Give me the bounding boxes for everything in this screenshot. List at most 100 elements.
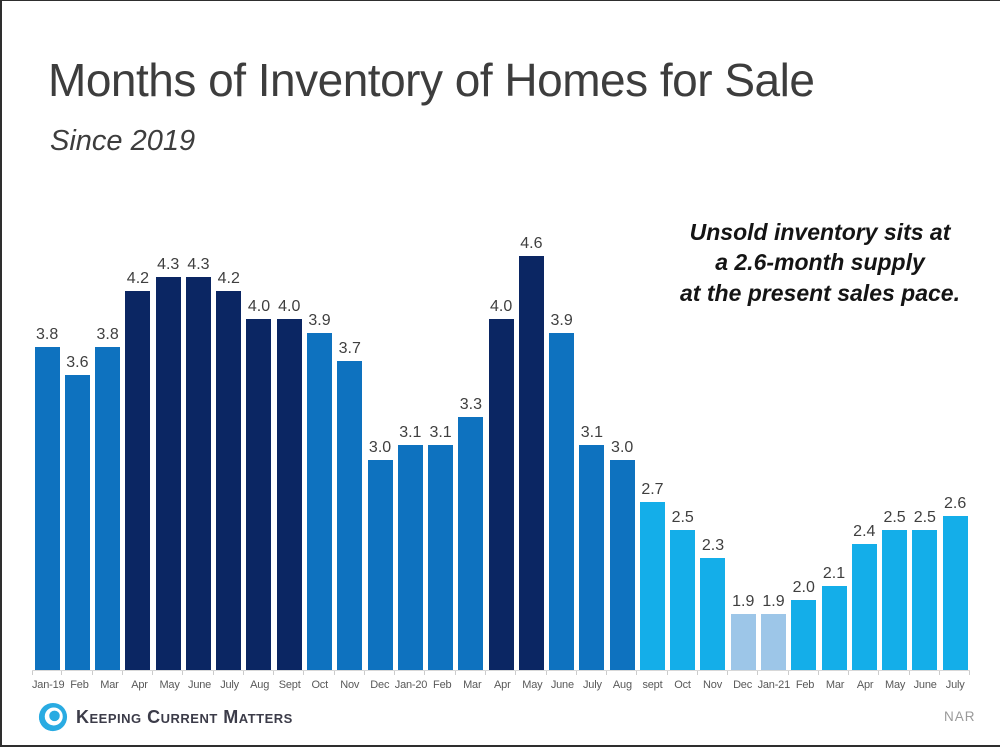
bar-value-label: 2.0	[792, 579, 815, 596]
bar-value-label: 2.5	[913, 509, 936, 526]
x-axis-label: Apr	[856, 679, 874, 691]
bar-value-label: 3.6	[66, 354, 89, 371]
bar-value-label: 3.1	[580, 424, 604, 441]
x-axis-label: Feb	[70, 679, 89, 691]
bar-Feb	[64, 375, 90, 670]
x-axis-label: May	[522, 679, 543, 691]
bar-Feb	[791, 600, 817, 670]
bar-slot: 4.2	[214, 235, 245, 675]
x-axis-label: Mar	[100, 679, 119, 691]
bar-slot: 3.0	[365, 235, 396, 675]
x-axis-label: May	[885, 679, 906, 691]
annotation-line-2: a 2.6-month supply	[715, 249, 925, 276]
bar-value-label: 3.1	[399, 424, 422, 441]
x-axis-label: Dec	[370, 679, 390, 691]
bar-slot: 2.4	[849, 235, 880, 675]
bar-Feb	[428, 445, 454, 670]
bar-value-label: 3.7	[338, 340, 361, 357]
bar-slot: 3.1	[395, 235, 426, 675]
bar-slot: 2.1	[819, 235, 850, 675]
bar-value-label: 2.5	[671, 509, 694, 526]
bar-slot: 2.7	[637, 235, 668, 675]
bar-value-label: 4.6	[520, 235, 543, 252]
bar-Mar	[821, 586, 847, 670]
bar-slot: 2.3	[698, 235, 729, 675]
bar-slot: 3.6	[62, 235, 93, 675]
bar-slot: 2.5	[910, 235, 941, 675]
bar-slot: 3.0	[607, 235, 638, 675]
bar-Aug	[246, 319, 272, 670]
bar-value-label: 3.1	[429, 424, 452, 441]
bar-slot: 3.9	[304, 235, 335, 675]
bar-slot: 1.9	[758, 235, 789, 675]
bar-slot: 4.0	[274, 235, 305, 675]
x-axis-label: sept	[642, 679, 663, 691]
x-axis-label: Oct	[674, 679, 691, 691]
bar-value-label: 3.8	[36, 326, 59, 343]
bar-Nov	[337, 361, 363, 670]
bar-June	[185, 277, 211, 670]
bar-July	[216, 291, 242, 670]
page-subtitle: Since 2019	[50, 125, 196, 157]
bar-slot: 2.5	[879, 235, 910, 675]
bar-slot: 3.3	[456, 235, 487, 675]
bar-value-label: 2.6	[943, 495, 967, 512]
bar-Apr	[488, 319, 514, 670]
bar-value-label: 2.4	[853, 523, 876, 540]
bar-Oct	[307, 333, 333, 670]
x-axis-label: Feb	[433, 679, 452, 691]
bar-Aug	[609, 460, 635, 670]
bar-June	[549, 333, 575, 670]
source-label: NAR	[944, 709, 976, 724]
x-axis-label: Apr	[131, 679, 148, 691]
bar-value-label: 2.7	[641, 481, 664, 498]
bar-value-label: 3.0	[611, 439, 634, 456]
bar-value-label: 2.3	[701, 537, 725, 554]
x-axis-labels: Jan-19 Feb Mar Apr May June July Aug Sept Oct Nov D…	[32, 679, 970, 691]
brand-logo: Keeping Current Matters	[38, 702, 293, 732]
bar-slot: 4.3	[183, 235, 214, 675]
bar-May	[882, 530, 908, 670]
bar-value-label: 1.9	[732, 593, 755, 610]
bar-value-label: 4.2	[217, 270, 240, 287]
x-axis-label: Nov	[340, 679, 360, 691]
x-axis-label: June	[188, 679, 212, 691]
bar-slot: 3.1	[577, 235, 608, 675]
x-axis-label: May	[159, 679, 180, 691]
bar-slot: 2.5	[668, 235, 699, 675]
brand-name: Keeping Current Matters	[76, 706, 293, 727]
x-axis-label: Mar	[463, 679, 482, 691]
bar-slot: 2.0	[789, 235, 820, 675]
bar-slot: 2.6	[940, 235, 971, 675]
bar-value-label: 4.3	[157, 256, 180, 273]
bar-Dec	[730, 614, 756, 670]
x-axis-label: Sept	[278, 679, 301, 691]
x-axis-label: Feb	[795, 679, 815, 691]
bar-May	[518, 256, 544, 670]
bar-slot: 4.0	[486, 235, 517, 675]
bar-Mar	[458, 417, 484, 670]
bar-value-label: 3.0	[368, 439, 392, 456]
bar-Jan-21	[761, 614, 786, 670]
x-axis-label: July	[583, 679, 602, 691]
bar-slot: 4.0	[244, 235, 275, 675]
bar-value-label: 4.0	[278, 298, 301, 315]
bar-slot: 1.9	[728, 235, 759, 675]
x-axis-label: Dec	[733, 679, 753, 691]
x-axis-label: June	[550, 679, 574, 691]
x-axis-label: Apr	[494, 679, 511, 691]
bar-sept	[639, 502, 665, 670]
bar-value-label: 4.0	[247, 298, 271, 315]
bar-Mar	[95, 347, 121, 670]
bar-Apr	[125, 291, 151, 670]
bar-slot: 3.1	[425, 235, 456, 675]
x-axis-label: June	[913, 679, 937, 691]
x-axis-label: Jan-20	[394, 679, 428, 691]
bar-slot: 3.8	[32, 235, 63, 675]
bar-value-label: 4.2	[126, 270, 150, 287]
bar-July	[942, 516, 968, 670]
annotation-line-1: Unsold inventory sits at	[689, 219, 951, 245]
bar-Sept	[276, 319, 302, 670]
bar-Jan-20	[397, 445, 423, 670]
x-axis-label: July	[945, 679, 965, 691]
